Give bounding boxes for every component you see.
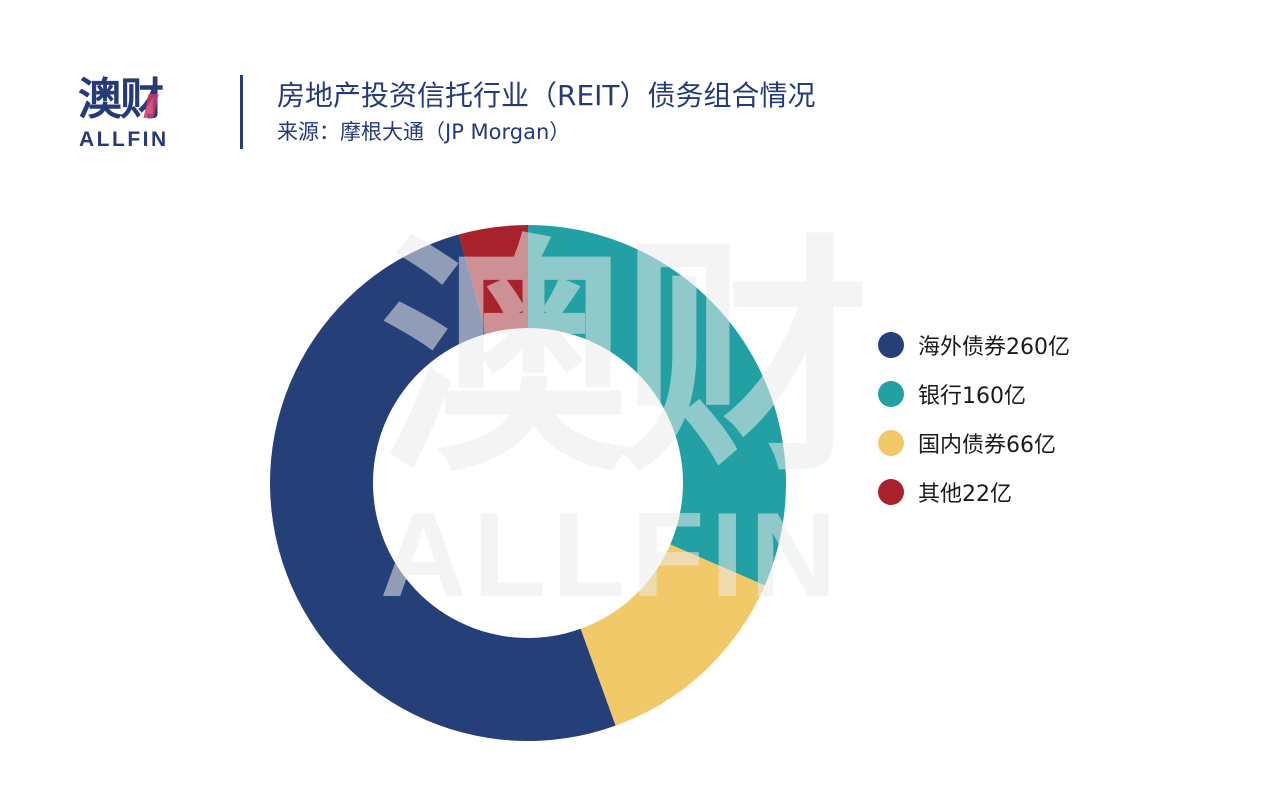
legend-dot-icon bbox=[878, 380, 904, 407]
legend-dot-icon bbox=[878, 478, 904, 505]
legend-dot-icon bbox=[878, 429, 904, 456]
allfin-logo: 澳财 ALLFIN bbox=[78, 74, 188, 156]
chart-source: 来源：摩根大通（JP Morgan） bbox=[277, 120, 571, 144]
legend-label: 国内债券66亿 bbox=[918, 432, 1056, 458]
legend-item-overseas-bonds[interactable]: 海外债券260亿 bbox=[878, 320, 1070, 369]
legend-item-domestic-bonds[interactable]: 国内债券66亿 bbox=[878, 418, 1070, 467]
donut-slice-3[interactable] bbox=[458, 225, 528, 334]
legend-label: 其他22亿 bbox=[918, 481, 1012, 507]
legend-item-banks[interactable]: 银行160亿 bbox=[878, 369, 1070, 418]
legend-item-other[interactable]: 其他22亿 bbox=[878, 467, 1070, 516]
logo-english-text: ALLFIN bbox=[79, 128, 169, 151]
donut-slice-2[interactable] bbox=[580, 544, 765, 726]
legend-label: 银行160亿 bbox=[918, 383, 1026, 409]
legend-dot-icon bbox=[878, 331, 904, 358]
chart-title: 房地产投资信托行业（REIT）债务组合情况 bbox=[277, 79, 816, 112]
chart-legend: 海外债券260亿 银行160亿 国内债券66亿 其他22亿 bbox=[878, 320, 1070, 516]
header-divider bbox=[240, 75, 243, 149]
legend-label: 海外债券260亿 bbox=[918, 334, 1070, 360]
donut-slice-1[interactable] bbox=[528, 225, 786, 586]
donut-slice-0[interactable] bbox=[270, 234, 616, 741]
